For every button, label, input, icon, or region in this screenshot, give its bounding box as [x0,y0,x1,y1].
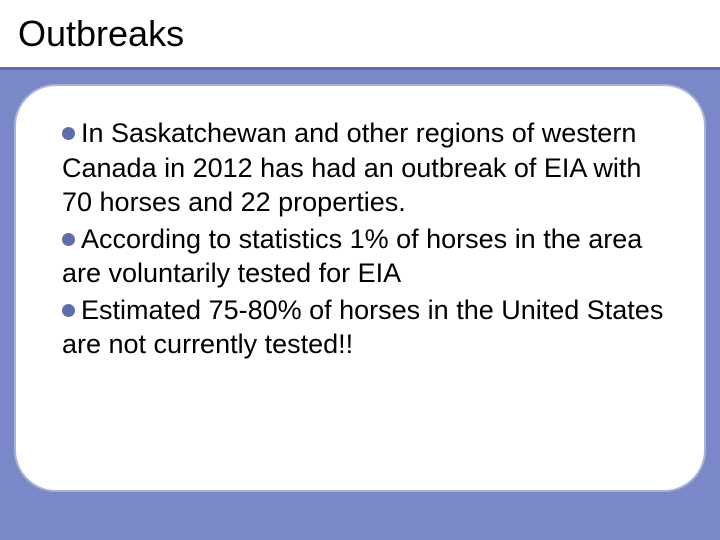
bullet-icon [62,127,75,140]
title-area: Outbreaks [0,0,720,70]
bullet-text: Estimated 75-80% of horses in the United… [62,295,663,360]
bullet-icon [62,233,75,246]
bullet-icon [62,304,75,317]
bullet-text: In Saskatchewan and other regions of wes… [62,118,641,217]
content-box: In Saskatchewan and other regions of wes… [14,84,706,492]
slide: Outbreaks In Saskatchewan and other regi… [0,0,720,540]
bullet-text: According to statistics 1% of horses in … [62,224,642,289]
slide-title: Outbreaks [18,13,184,55]
list-item: Estimated 75-80% of horses in the United… [62,293,668,362]
list-item: In Saskatchewan and other regions of wes… [62,116,668,220]
bullet-list: In Saskatchewan and other regions of wes… [62,116,668,362]
list-item: According to statistics 1% of horses in … [62,222,668,291]
